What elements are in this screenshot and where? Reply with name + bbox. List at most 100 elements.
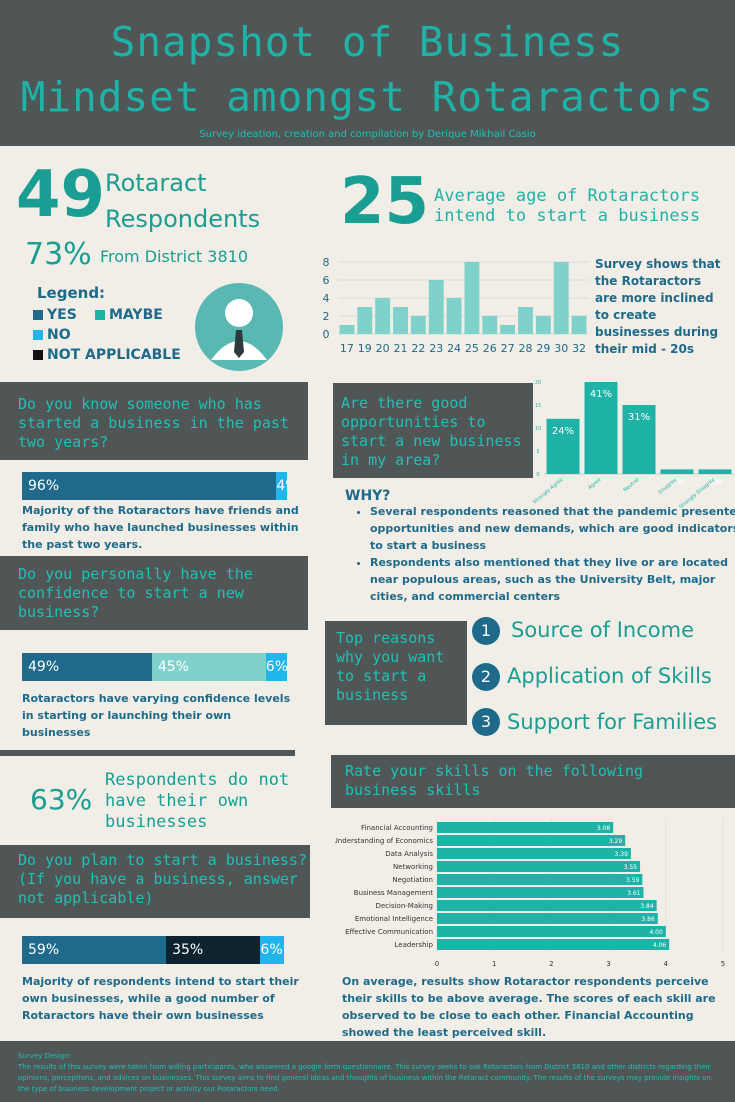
- q2-bar: 49% 45% 6%: [22, 653, 287, 681]
- y-tick-label: 5: [536, 449, 539, 455]
- y-tick-label: Negotiation: [392, 876, 433, 884]
- skills-title: Rate your skills on the following busine…: [331, 755, 735, 808]
- age-bar: [535, 316, 551, 334]
- data-label: 3.61: [627, 890, 641, 897]
- y-tick-label: 8: [323, 256, 330, 269]
- opportunity-bar: [584, 382, 618, 474]
- x-tick-label: 22: [411, 342, 425, 355]
- why-item: Several respondents reasoned that the pa…: [370, 503, 735, 554]
- opportunity-bar: [622, 405, 656, 474]
- reason-label: Support for Families: [507, 710, 718, 734]
- age-bar: [375, 298, 391, 334]
- x-tick-label: 24: [447, 342, 461, 355]
- x-tick-label: Agree: [587, 477, 602, 491]
- q1-note: Majority of the Rotaractors have friends…: [22, 504, 299, 551]
- y-tick-label: Data Analysis: [385, 850, 433, 858]
- why-list: Several respondents reasoned that the pa…: [330, 503, 735, 605]
- y-tick-label: 2: [323, 310, 330, 323]
- data-label: 3.59: [626, 877, 640, 884]
- respondent-label-line1: Rotaract: [105, 169, 207, 197]
- own-business-label: Respondents do not have their own busine…: [105, 770, 290, 832]
- y-tick-label: Business Management: [354, 889, 433, 897]
- opportunity-bar: [698, 469, 732, 474]
- x-tick-label: Strongly Agree: [532, 477, 564, 505]
- data-label: 2%: [707, 476, 723, 487]
- legend-swatch: [33, 350, 43, 360]
- footer-title: Survey Design:: [18, 1052, 72, 1060]
- age-bar: [357, 307, 373, 334]
- q3-question-line1: Do you plan to start a business?: [18, 851, 307, 869]
- x-tick-label: 30: [554, 342, 568, 355]
- reason-number: 3: [472, 708, 500, 736]
- x-tick-label: 23: [429, 342, 443, 355]
- y-tick-label: Understanding of Economics: [335, 837, 433, 845]
- x-tick-label: 17: [340, 342, 354, 355]
- q3-no-segment: 6%: [260, 936, 284, 964]
- header: Snapshot of Business Mindset amongst Rot…: [0, 0, 735, 146]
- x-tick-label: 29: [536, 342, 550, 355]
- skill-bar: [437, 926, 666, 937]
- skill-bar: [437, 887, 644, 898]
- data-label: 3.55: [624, 864, 638, 871]
- legend-maybe: MAYBE: [95, 307, 163, 323]
- skill-bar: [437, 861, 641, 872]
- age-bar: [500, 325, 516, 334]
- age-bar: [464, 262, 480, 334]
- skill-bar: [437, 874, 643, 885]
- age-bar: [518, 307, 533, 334]
- q3-question-line2: (If you have a business, answer not appl…: [18, 870, 298, 907]
- opportunity-bar: [660, 469, 694, 474]
- reason-label: Application of Skills: [507, 664, 712, 688]
- data-label: 3.84: [640, 903, 654, 910]
- reason-number: 2: [472, 663, 500, 691]
- data-label: 41%: [590, 389, 612, 400]
- skills-chart: 0 1 2 3 4 5 3.08 Financial Accounting 3.29 Unders…: [335, 818, 725, 968]
- respondent-count: 49: [16, 158, 106, 232]
- q3-bar: 59% 35% 6%: [22, 936, 284, 964]
- x-tick-label: 19: [358, 342, 372, 355]
- reason-number: 1: [472, 617, 500, 645]
- district-pct: 73%: [25, 237, 92, 272]
- y-tick-label: Effective Communication: [345, 928, 433, 936]
- data-label: 24%: [552, 426, 574, 437]
- x-tick-label: 4: [664, 960, 669, 968]
- data-label: 3.08: [597, 825, 611, 832]
- q2-no-segment: 6%: [265, 653, 287, 681]
- skill-bar: [437, 822, 614, 833]
- y-tick-label: Emotional Intelligence: [355, 915, 433, 923]
- data-label: 3.29: [609, 838, 623, 845]
- footer: Survey Design: The results of this surve…: [0, 1041, 735, 1102]
- x-tick-label: 0: [435, 960, 439, 968]
- age-bar: [482, 316, 498, 334]
- data-label: 31%: [628, 412, 650, 423]
- legend-swatch: [95, 310, 105, 320]
- skill-bar: [437, 900, 657, 911]
- x-tick-label: 28: [519, 342, 533, 355]
- legend-yes: YES: [33, 307, 77, 323]
- page-subtitle: Survey ideation, creation and compilatio…: [199, 129, 536, 140]
- opportunity-bar: [546, 418, 580, 474]
- why-title: WHY?: [345, 488, 391, 504]
- q2-note: Rotaractors have varying confidence leve…: [22, 692, 291, 739]
- q3-na-segment: 35%: [166, 936, 261, 964]
- x-tick-label: 2: [549, 960, 553, 968]
- page-title-line2: Mindset amongst Rotaractors: [20, 73, 715, 121]
- skill-bar: [437, 913, 658, 924]
- q1-no-segment: 4%: [276, 472, 287, 500]
- q3-note: Majority of respondents intend to start …: [22, 975, 299, 1022]
- legend-swatch: [33, 330, 43, 340]
- x-tick-label: 20: [376, 342, 390, 355]
- data-label: 2%: [669, 476, 685, 487]
- q2-yes-segment: 49%: [22, 653, 152, 681]
- page-title-line1: Snapshot of Business: [110, 18, 625, 66]
- skills-note: On average, results show Rotaractor resp…: [342, 975, 716, 1039]
- y-tick-label: Decision-Making: [375, 902, 433, 910]
- respondent-label-line2: Respondents: [105, 205, 261, 233]
- q1-yes-segment: 96%: [22, 472, 277, 500]
- age-bar: [410, 316, 426, 334]
- x-tick-label: 32: [572, 342, 586, 355]
- x-tick-label: 5: [721, 960, 725, 968]
- age-bar: [393, 307, 408, 334]
- legend-na: NOT APPLICABLE: [33, 347, 181, 363]
